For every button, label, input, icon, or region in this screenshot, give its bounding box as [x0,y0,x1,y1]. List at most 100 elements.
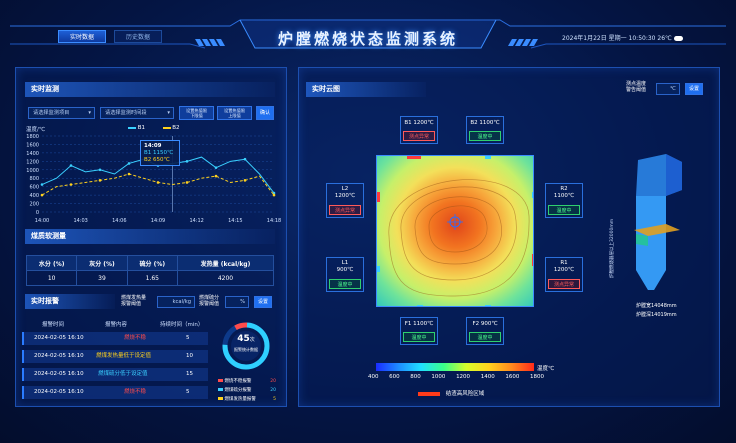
sensor-label: B1 1200℃ [404,120,434,126]
sensor-f2[interactable]: F2 900℃ 温度中 [466,317,504,345]
unit: kcal/kg [172,299,191,305]
sensor-b2[interactable]: B2 1100℃ 温度中 [466,116,504,144]
alarm-row[interactable]: 2024-02-05 16:10 燃烧不稳 5 [22,386,208,399]
alarm-legend-item: 燃煤发热量报警 5 [218,395,276,404]
sensor-f1[interactable]: F1 1100℃ 温度中 [400,317,438,345]
alarm-set-button[interactable]: 设置 [254,296,272,308]
coal-value: 4200 [176,270,275,286]
set-upper-limit-button[interactable]: 设置热值限 上限值 [217,106,252,120]
alarm-legend-item: 燃烧不稳报警 20 [218,377,276,386]
view-tabs: 实时数据 历史数据 [58,30,162,43]
cloud-title: 实时云图 [306,82,426,97]
x-tick-label: 14:09 [151,218,165,224]
data-point [214,166,218,169]
alarm-total-unit: 次 [249,337,255,343]
risk-legend: 结渣高风险区域 [418,389,484,397]
color-scale-bar [376,363,534,371]
alarm-total-label: 报警统计数据 [234,347,258,352]
alarm-row[interactable]: 2024-02-05 16:10 燃煤发热量低于设定值 10 [22,350,208,363]
temperature-heatmap [376,155,534,307]
temperature-line-chart: 0 200 400 600 800 1000 1200 1400 1600 1800 14:00 14… [26,134,281,224]
sensor-status: 测点异常 [403,131,435,141]
risk-swatch [418,391,440,396]
y-tick-label: 400 [29,193,39,199]
alarm-duration: 15 [186,371,193,377]
sensor-r1[interactable]: R1 1200℃ 测点异常 [545,257,583,292]
legend-line-b2 [162,126,171,129]
sensor-l1[interactable]: L1 900℃ 温度中 [326,257,364,292]
coal-value: 10 [25,270,78,286]
data-point [40,193,44,197]
sensor-label: F2 900℃ [472,321,498,327]
coal-value: 1.65 [126,270,178,286]
scale-ticks: 400 600 800 1000 1200 1400 1600 1800 [368,374,544,380]
legend-name: 燃煤硫分报警 [224,388,252,393]
datetime-weather: 2024年1月22日 星期一 10:50:30 26℃ [562,33,683,42]
sensor-status: 测点异常 [329,205,361,215]
alarm-total-ring [222,322,270,370]
sensor-b1[interactable]: B1 1200℃ 测点异常 [400,116,438,144]
monitor-item-select[interactable]: 请选择监测项目 ▾ [28,107,95,119]
sensor-label: R1 1200℃ [553,260,575,273]
alarm-col-content: 报警内容 [105,322,128,328]
alarm-time: 2024-02-05 16:10 [34,335,84,341]
select-text: 请选择监测时间段 [105,110,147,116]
x-tick-label: 14:00 [35,218,49,224]
tab-history[interactable]: 历史数据 [114,30,162,43]
risk-label: 结渣高风险区域 [445,391,485,397]
alarm-duration: 10 [186,353,193,359]
tooltip-b2: B2 650℃ [144,157,170,163]
threshold-set-button[interactable]: 设置 [685,83,703,95]
data-point [214,174,218,178]
data-point [185,181,189,184]
alarm-row[interactable]: 2024-02-05 16:10 燃煤硫分低于设定值 15 [22,368,208,381]
furnace-width-label: 炉膛宽14048mm [636,303,677,309]
alarm-col-time: 报警时间 [42,322,65,328]
scale-tick: 1600 [505,374,520,380]
threshold-input[interactable]: ℃ [656,83,680,95]
alarm-col-duration: 持续时间（min） [160,322,204,328]
sensor-l2[interactable]: L2 1200℃ 测点异常 [326,183,364,218]
sensor-label: R2 1100℃ [553,186,575,199]
alarm-time: 2024-02-05 16:10 [34,389,84,395]
y-tick-label: 1200 [26,159,39,165]
scale-unit: 温度℃ [537,366,555,372]
unit: % [240,299,245,305]
set-lower-limit-button[interactable]: 设置热值限 下限值 [179,106,214,120]
sensor-status: 温度中 [329,279,361,289]
alarm-legend-item: 燃煤硫分报警 20 [218,386,276,395]
alarm-title: 实时报警 [25,294,115,309]
heat-threshold-input[interactable]: kcal/kg [157,296,195,308]
tab-realtime[interactable]: 实时数据 [58,30,106,43]
time-range-select[interactable]: 请选择监测时间段 ▾ [100,107,174,119]
select-text: 请选择监测项目 [33,110,70,116]
confirm-button[interactable]: 确认 [256,106,274,120]
x-tick-label: 14:03 [73,218,87,224]
alarm-content: 燃煤硫分低于设定值 [98,371,148,377]
sensor-label: L2 1200℃ [334,186,356,199]
data-point [127,172,131,176]
chart-legend: B1 B2 [128,125,180,131]
chevron-down-icon: ▾ [167,110,170,116]
scale-tick: 1800 [529,374,544,380]
alarm-time: 2024-02-05 16:10 [34,371,84,377]
data-point [243,157,247,161]
header-frame [10,19,726,49]
sensor-r2[interactable]: R2 1100℃ 温度中 [545,183,583,218]
datetime-text: 2024年1月22日 星期一 10:50:30 26℃ [562,35,672,42]
alarm-duration: 5 [186,335,190,341]
scale-tick: 400 [368,374,379,380]
furnace-model [634,154,682,290]
alarm-row[interactable]: 2024-02-05 16:10 燃烧不稳 5 [22,332,208,345]
data-point [69,183,73,186]
sensor-status: 温度中 [403,332,435,342]
heat-threshold-label: 燃煤发热量 报警阈值 [121,295,147,307]
sensor-status: 温度中 [469,131,501,141]
furnace-height-label: 炉膛燃烧器层以上32000mm [610,218,615,278]
unit: ℃ [670,86,676,92]
coal-header: 灰分 (%) [76,255,128,271]
sulfur-threshold-input[interactable]: % [225,296,249,308]
cloud-icon [673,36,683,41]
legend-label-b1: B1 [137,125,146,131]
